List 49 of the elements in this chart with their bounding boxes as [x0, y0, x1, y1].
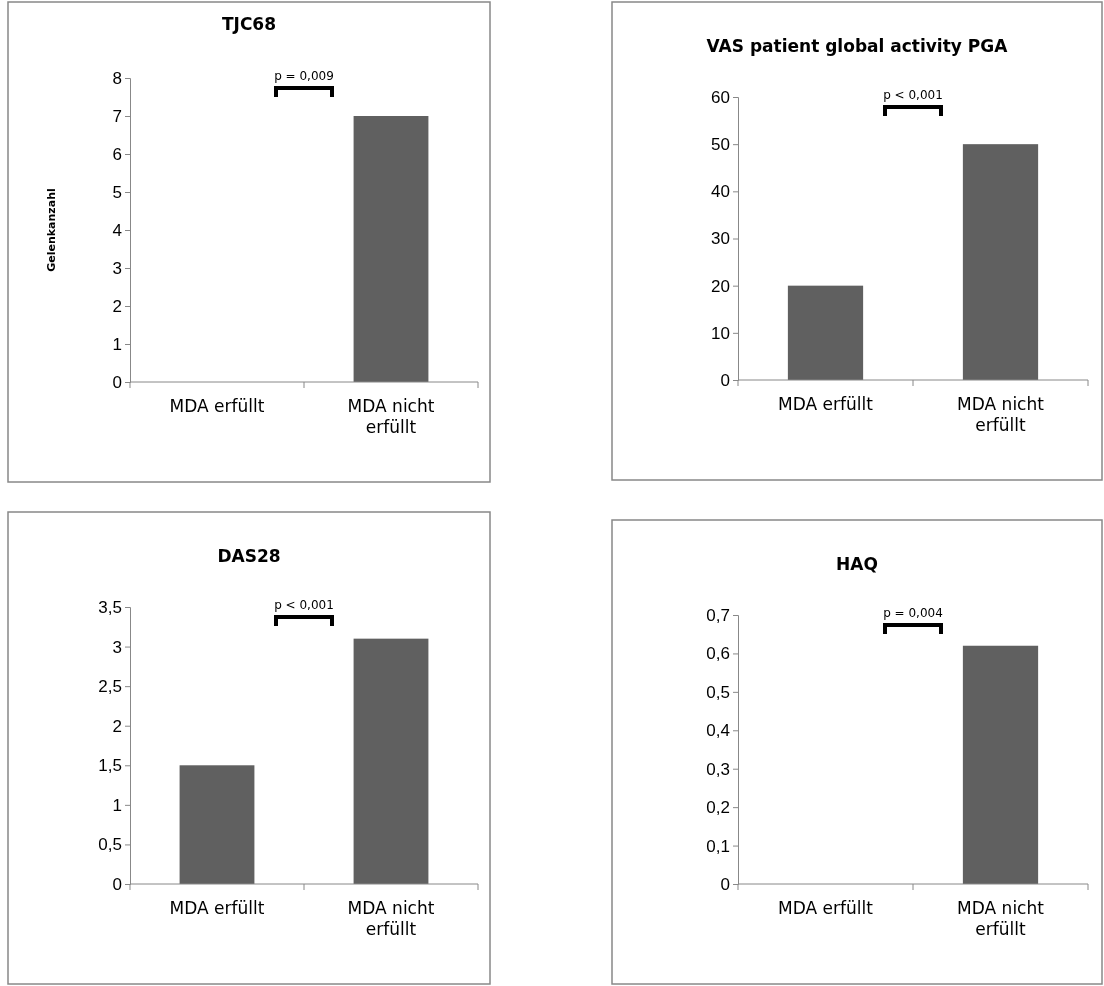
y-axis-title: Gelenkanzahl — [45, 188, 58, 272]
y-tick-label: 2 — [112, 716, 122, 736]
y-tick-label: 1 — [112, 334, 122, 354]
y-tick-label: 3 — [112, 258, 122, 278]
annotation: p = 0,004 — [883, 606, 943, 620]
y-tick-label: 0,2 — [706, 798, 730, 818]
y-tick-label: 1 — [112, 795, 122, 815]
y-tick-label: 0,7 — [706, 605, 730, 625]
y-tick-label: 10 — [711, 323, 730, 343]
annotation: p = 0,009 — [274, 69, 334, 83]
y-tick-label: 20 — [711, 276, 730, 296]
chart-title: HAQ — [836, 554, 878, 574]
y-tick-label: 2 — [112, 296, 122, 316]
y-tick-label: 60 — [711, 87, 730, 107]
chart-title: DAS28 — [217, 546, 281, 566]
y-tick-label: 0,5 — [706, 682, 730, 702]
y-tick-label: 3,5 — [98, 597, 122, 617]
y-tick-label: 8 — [112, 68, 122, 88]
y-tick-label: 40 — [711, 182, 730, 202]
y-tick-label: 4 — [112, 220, 122, 240]
chart-title: VAS patient global activity PGA — [706, 36, 1009, 56]
y-tick-label: 0,6 — [706, 644, 730, 664]
y-tick-label: 3 — [112, 637, 122, 657]
x-tick-label: MDA erfüllt — [169, 396, 265, 416]
y-tick-label: 0 — [720, 874, 730, 894]
y-tick-label: 0 — [720, 370, 730, 390]
y-tick-label: 0 — [112, 874, 122, 894]
y-tick-label: 2,5 — [98, 677, 122, 697]
y-tick-label: 0 — [112, 372, 122, 392]
annotation: p < 0,001 — [274, 598, 334, 612]
x-tick-label: MDA nicht erfüllt — [957, 898, 1045, 940]
annotation: p < 0,001 — [883, 88, 943, 102]
y-tick-label: 30 — [711, 229, 730, 249]
y-tick-label: 50 — [711, 135, 730, 155]
x-tick-label: MDA erfüllt — [778, 394, 874, 414]
y-tick-label: 0,3 — [706, 759, 730, 779]
y-tick-label: 0,4 — [706, 721, 730, 741]
y-tick-label: 1,5 — [98, 756, 122, 776]
x-tick-label: MDA nicht erfüllt — [347, 898, 435, 940]
x-tick-label: MDA nicht erfüllt — [957, 394, 1045, 436]
x-tick-label: MDA erfüllt — [169, 898, 265, 918]
y-tick-label: 6 — [112, 144, 122, 164]
chart-title: TJC68 — [221, 14, 277, 34]
x-tick-label: MDA nicht erfüllt — [347, 396, 435, 438]
y-tick-label: 7 — [112, 106, 122, 126]
y-tick-label: 0,1 — [706, 836, 730, 856]
x-tick-label: MDA erfüllt — [778, 898, 874, 918]
y-tick-label: 5 — [112, 182, 122, 202]
y-tick-label: 0,5 — [98, 835, 122, 855]
